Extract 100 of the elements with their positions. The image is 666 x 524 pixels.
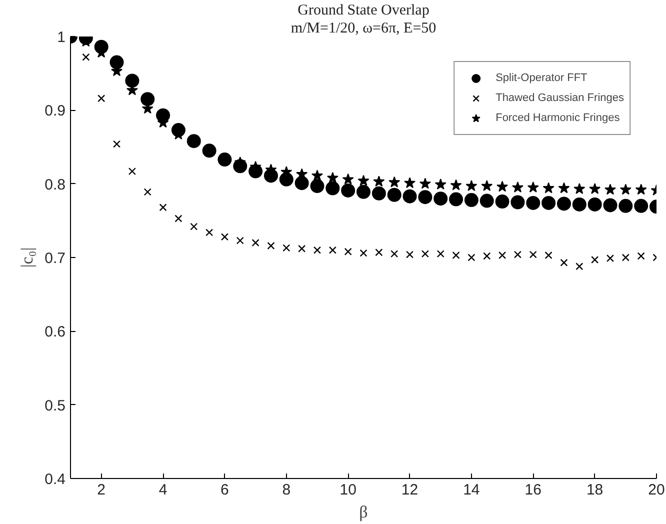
x-tick-label: 18 bbox=[586, 482, 604, 498]
point bbox=[406, 250, 414, 258]
point bbox=[560, 258, 568, 266]
point bbox=[603, 198, 618, 212]
point bbox=[190, 222, 198, 230]
point bbox=[312, 170, 323, 181]
point bbox=[206, 228, 214, 236]
point bbox=[220, 233, 228, 241]
point bbox=[326, 181, 340, 196]
point bbox=[358, 174, 370, 186]
point bbox=[125, 74, 140, 88]
chart-subtitle: m/M=1/20, ω=6π, E=50 bbox=[290, 20, 436, 36]
point bbox=[390, 250, 398, 258]
x-tick-label: 6 bbox=[220, 482, 229, 498]
point bbox=[421, 250, 429, 258]
x-tick-label: 12 bbox=[401, 482, 418, 498]
point bbox=[591, 256, 599, 264]
point bbox=[450, 179, 462, 190]
point bbox=[514, 250, 522, 258]
x-tick-label: 8 bbox=[282, 482, 291, 498]
point bbox=[110, 55, 124, 70]
point bbox=[526, 196, 540, 210]
point bbox=[267, 242, 275, 250]
point bbox=[449, 192, 464, 206]
y-tick-label: 0.4 bbox=[44, 471, 66, 488]
x-tick-label: 2 bbox=[97, 482, 106, 498]
point bbox=[342, 173, 354, 184]
point bbox=[464, 193, 478, 208]
point bbox=[510, 195, 525, 210]
x-tick-label: 16 bbox=[524, 482, 542, 498]
point bbox=[542, 196, 556, 210]
chart-title: Ground State Overlap bbox=[298, 2, 430, 18]
point bbox=[576, 262, 584, 270]
point bbox=[328, 246, 336, 254]
x-tick-label: 20 bbox=[648, 482, 665, 498]
point bbox=[218, 152, 232, 167]
point bbox=[402, 189, 417, 204]
point bbox=[544, 252, 552, 260]
point bbox=[558, 182, 570, 194]
legend-label: Forced Harmonic Fringes bbox=[496, 112, 620, 124]
point bbox=[589, 182, 601, 194]
point bbox=[527, 182, 539, 192]
point bbox=[434, 192, 448, 206]
point bbox=[388, 176, 400, 188]
point bbox=[282, 244, 290, 252]
point bbox=[436, 250, 444, 258]
point bbox=[356, 184, 370, 199]
point bbox=[618, 198, 633, 213]
point bbox=[128, 168, 136, 176]
point bbox=[635, 184, 647, 195]
point bbox=[495, 194, 510, 208]
point bbox=[294, 176, 309, 190]
point bbox=[620, 184, 632, 195]
point bbox=[186, 134, 201, 148]
point bbox=[372, 186, 386, 200]
y-tick-label: 1 bbox=[57, 29, 66, 46]
point bbox=[174, 214, 182, 222]
y-axis-title: |c₀| bbox=[18, 247, 37, 268]
point bbox=[604, 184, 616, 195]
point bbox=[418, 190, 432, 204]
x-axis-title: β bbox=[359, 502, 368, 522]
point bbox=[468, 254, 476, 262]
point bbox=[634, 198, 648, 213]
point bbox=[606, 254, 614, 262]
y-tick-label: 0.5 bbox=[44, 397, 66, 414]
point bbox=[481, 180, 493, 191]
y-tick-label: 0.6 bbox=[44, 324, 66, 341]
y-tick-label: 0.9 bbox=[44, 102, 66, 120]
point bbox=[98, 94, 106, 102]
point bbox=[637, 252, 645, 260]
point bbox=[419, 178, 431, 189]
point bbox=[452, 252, 460, 260]
point bbox=[480, 194, 494, 208]
point bbox=[556, 196, 571, 211]
point bbox=[298, 244, 306, 252]
point bbox=[373, 176, 385, 187]
x-tick-label: 4 bbox=[158, 482, 168, 498]
point bbox=[622, 254, 630, 262]
point bbox=[542, 182, 554, 194]
point bbox=[313, 246, 322, 254]
legend-label: Split-Operator FFT bbox=[496, 72, 588, 84]
y-tick-label: 0.7 bbox=[44, 250, 66, 267]
legend-label: Thawed Gaussian Fringes bbox=[496, 92, 624, 104]
point bbox=[144, 188, 152, 196]
point bbox=[310, 179, 324, 194]
point bbox=[344, 248, 352, 256]
point bbox=[404, 177, 416, 188]
point bbox=[512, 182, 524, 192]
point bbox=[574, 182, 586, 194]
point bbox=[202, 144, 216, 158]
y-tick-label: 0.8 bbox=[44, 176, 66, 194]
point bbox=[112, 140, 121, 148]
point bbox=[159, 204, 167, 212]
point bbox=[588, 197, 602, 212]
point bbox=[387, 188, 402, 202]
point bbox=[434, 178, 446, 190]
point bbox=[341, 183, 356, 198]
point bbox=[252, 238, 260, 247]
x-tick-label: 10 bbox=[340, 482, 356, 498]
point bbox=[498, 252, 506, 260]
